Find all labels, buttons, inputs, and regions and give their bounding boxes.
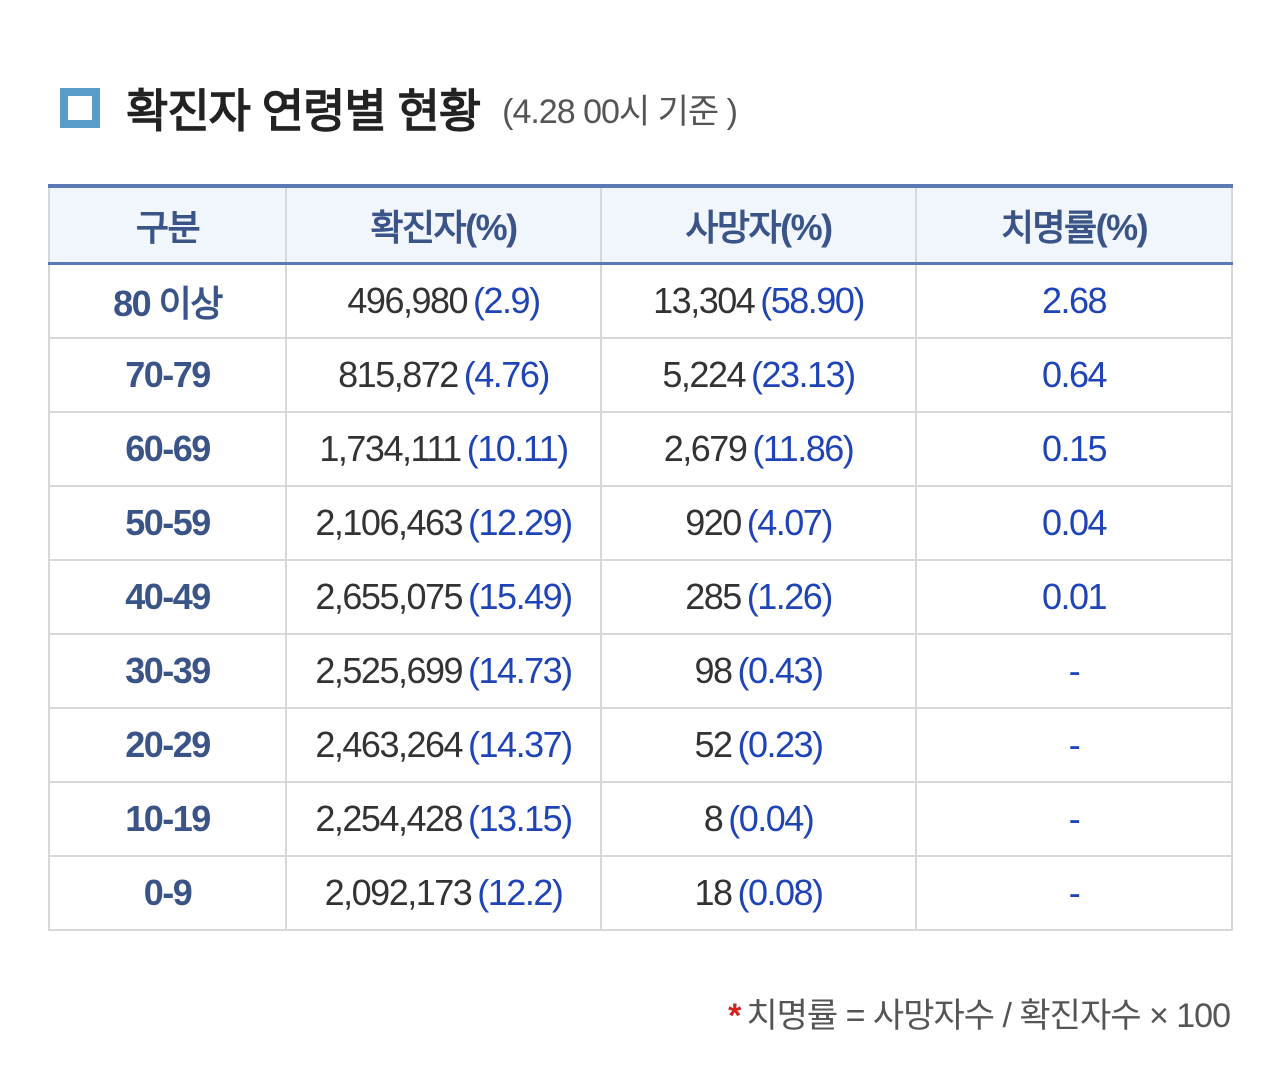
cases-percent: (15.49) (468, 576, 573, 617)
age-group-cell: 60-69 (48, 411, 287, 487)
cases-percent: (12.29) (468, 502, 573, 543)
cases-cell: 2,463,264 (14.37) (285, 707, 602, 783)
table-header-row: 구분 확진자(%) 사망자(%) 치명률(%) (48, 185, 1233, 265)
fatality-rate-cell: 0.15 (915, 411, 1233, 487)
square-bullet-icon (60, 88, 100, 128)
cases-cell: 496,980 (2.9) (285, 262, 602, 339)
deaths-cell: 8 (0.04) (600, 781, 917, 857)
fatality-rate-cell: - (915, 855, 1233, 931)
deaths-cell: 18 (0.08) (600, 855, 917, 931)
deaths-cell: 13,304 (58.90) (600, 262, 917, 339)
table-row: 70-79 815,872 (4.76) 5,224 (23.13) 0.64 (48, 337, 1233, 413)
header-category: 구분 (48, 185, 287, 265)
table-row: 10-19 2,254,428 (13.15) 8 (0.04) - (48, 781, 1233, 857)
asterisk-icon: * (728, 997, 741, 1035)
deaths-percent: (0.23) (737, 724, 825, 765)
age-group-cell: 70-79 (48, 337, 287, 413)
cases-value: 2,525,699 (315, 650, 463, 691)
cases-percent: (2.9) (473, 280, 541, 321)
fatality-rate-cell: 0.64 (915, 337, 1233, 413)
header-deaths: 사망자(%) (600, 185, 917, 265)
footnote-text: 치명률 = 사망자수 / 확진자수 × 100 (746, 997, 1231, 1035)
deaths-percent: (0.04) (728, 798, 815, 839)
age-group-cell: 50-59 (48, 485, 287, 561)
page-subtitle-date: (4.28 00시 기준 ) (502, 92, 738, 131)
age-group-cell: 40-49 (48, 559, 287, 635)
deaths-value: 18 (694, 872, 733, 913)
deaths-percent: (0.08) (737, 872, 825, 913)
age-group-cell: 20-29 (48, 707, 287, 783)
deaths-percent: (58.90) (760, 280, 865, 321)
footnote: * 치명률 = 사망자수 / 확진자수 × 100 (728, 988, 1231, 1037)
deaths-value: 13,304 (653, 280, 756, 321)
age-group-cell: 30-39 (48, 633, 287, 709)
deaths-cell: 5,224 (23.13) (600, 337, 917, 413)
fatality-rate-cell: - (915, 707, 1233, 783)
fatality-rate-cell: - (915, 781, 1233, 857)
fatality-rate-cell: 0.04 (915, 485, 1233, 561)
deaths-cell: 2,679 (11.86) (600, 411, 917, 487)
age-group-table: 구분 확진자(%) 사망자(%) 치명률(%) 80 이상 496,980 (2.9… (48, 184, 1233, 931)
deaths-percent: (1.26) (746, 576, 834, 617)
table-row: 20-29 2,463,264 (14.37) 52 (0.23) - (48, 707, 1233, 783)
cases-cell: 2,092,173 (12.2) (285, 855, 602, 931)
cases-value: 2,463,264 (315, 724, 463, 765)
cases-value: 1,734,111 (319, 428, 462, 469)
table-row: 50-59 2,106,463 (12.29) 920 (4.07) 0.04 (48, 485, 1233, 561)
cases-percent: (4.76) (463, 354, 551, 395)
table-row: 60-69 1,734,111 (10.11) 2,679 (11.86) 0.15 (48, 411, 1233, 487)
table-row: 80 이상 496,980 (2.9) 13,304 (58.90) 2.68 (48, 262, 1233, 339)
cases-cell: 2,655,075 (15.49) (285, 559, 602, 635)
cases-value: 815,872 (338, 354, 459, 395)
deaths-percent: (4.07) (746, 502, 834, 543)
deaths-value: 8 (703, 798, 724, 839)
header-cases: 확진자(%) (285, 185, 602, 265)
fatality-rate-cell: 2.68 (915, 262, 1233, 339)
page-title: 확진자 연령별 현황 (126, 85, 481, 137)
deaths-cell: 52 (0.23) (600, 707, 917, 783)
deaths-percent: (11.86) (752, 428, 854, 469)
cases-value: 496,980 (347, 280, 468, 321)
cases-cell: 1,734,111 (10.11) (285, 411, 602, 487)
deaths-value: 285 (685, 576, 742, 617)
cases-value: 2,106,463 (315, 502, 463, 543)
cases-percent: (13.15) (468, 798, 573, 839)
cases-percent: (10.11) (466, 428, 569, 469)
cases-cell: 815,872 (4.76) (285, 337, 602, 413)
age-group-cell: 10-19 (48, 781, 287, 857)
deaths-value: 52 (694, 724, 733, 765)
deaths-cell: 285 (1.26) (600, 559, 917, 635)
deaths-cell: 98 (0.43) (600, 633, 917, 709)
deaths-value: 5,224 (662, 354, 746, 395)
table-row: 40-49 2,655,075 (15.49) 285 (1.26) 0.01 (48, 559, 1233, 635)
header-fatality: 치명률(%) (915, 185, 1233, 265)
deaths-percent: (0.43) (737, 650, 825, 691)
table-row: 30-39 2,525,699 (14.73) 98 (0.43) - (48, 633, 1233, 709)
cases-value: 2,254,428 (315, 798, 463, 839)
cases-value: 2,655,075 (315, 576, 463, 617)
cases-percent: (12.2) (477, 872, 564, 913)
cases-percent: (14.73) (468, 650, 573, 691)
cases-cell: 2,106,463 (12.29) (285, 485, 602, 561)
deaths-value: 920 (685, 502, 742, 543)
cases-cell: 2,525,699 (14.73) (285, 633, 602, 709)
age-group-cell: 80 이상 (48, 262, 287, 339)
deaths-cell: 920 (4.07) (600, 485, 917, 561)
cases-cell: 2,254,428 (13.15) (285, 781, 602, 857)
cases-percent: (14.37) (468, 724, 573, 765)
age-group-cell: 0-9 (48, 855, 287, 931)
deaths-percent: (23.13) (751, 354, 856, 395)
fatality-rate-cell: - (915, 633, 1233, 709)
deaths-value: 98 (694, 650, 733, 691)
table-row: 0-9 2,092,173 (12.2) 18 (0.08) - (48, 855, 1233, 931)
cases-value: 2,092,173 (324, 872, 473, 913)
fatality-rate-cell: 0.01 (915, 559, 1233, 635)
deaths-value: 2,679 (663, 428, 748, 469)
page-title-row: 확진자 연령별 현황 (4.28 00시 기준 ) (60, 78, 738, 138)
